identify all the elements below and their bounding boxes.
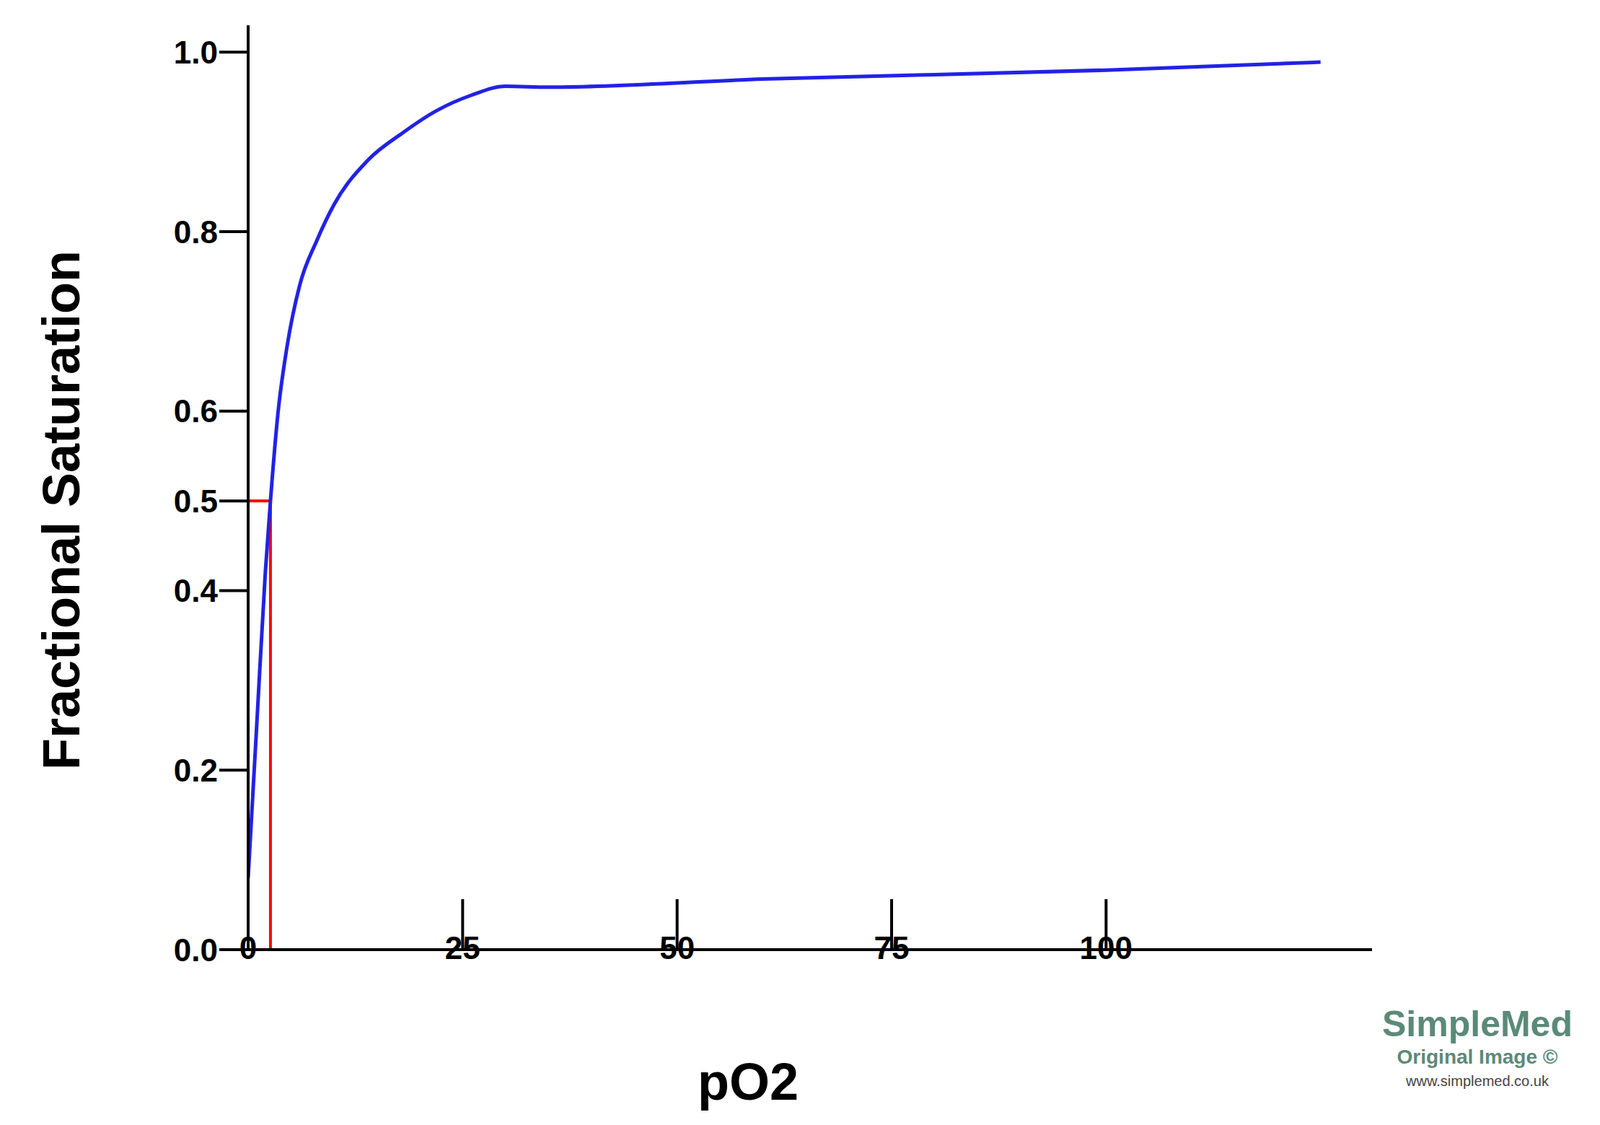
- html-text:Original Image ©: Original Image ©: [1396, 1045, 1558, 1068]
- svg-text:25: 25: [445, 929, 481, 966]
- svg-text:50: 50: [659, 929, 695, 966]
- svg-text:1.0: 1.0: [173, 34, 218, 70]
- html-text:Fractional Saturation: Fractional Saturation: [32, 250, 91, 770]
- html-text:www.simplemed.co.uk: www.simplemed.co.uk: [1406, 1073, 1549, 1090]
- svg-text:0.8: 0.8: [173, 214, 218, 250]
- html-text:pO2: pO2: [697, 1052, 799, 1111]
- svg-text:0.2: 0.2: [173, 752, 218, 788]
- html-text:SimpleMed: SimpleMed: [1382, 1003, 1573, 1045]
- svg-text:0.6: 0.6: [173, 393, 218, 429]
- svg-text:0.4: 0.4: [173, 572, 219, 609]
- svg-text:0.5: 0.5: [173, 483, 218, 519]
- svg-text:75: 75: [874, 929, 910, 966]
- svg-text:0.0: 0.0: [173, 932, 218, 968]
- svg-text:0: 0: [239, 929, 257, 966]
- svg-text:100: 100: [1079, 929, 1133, 966]
